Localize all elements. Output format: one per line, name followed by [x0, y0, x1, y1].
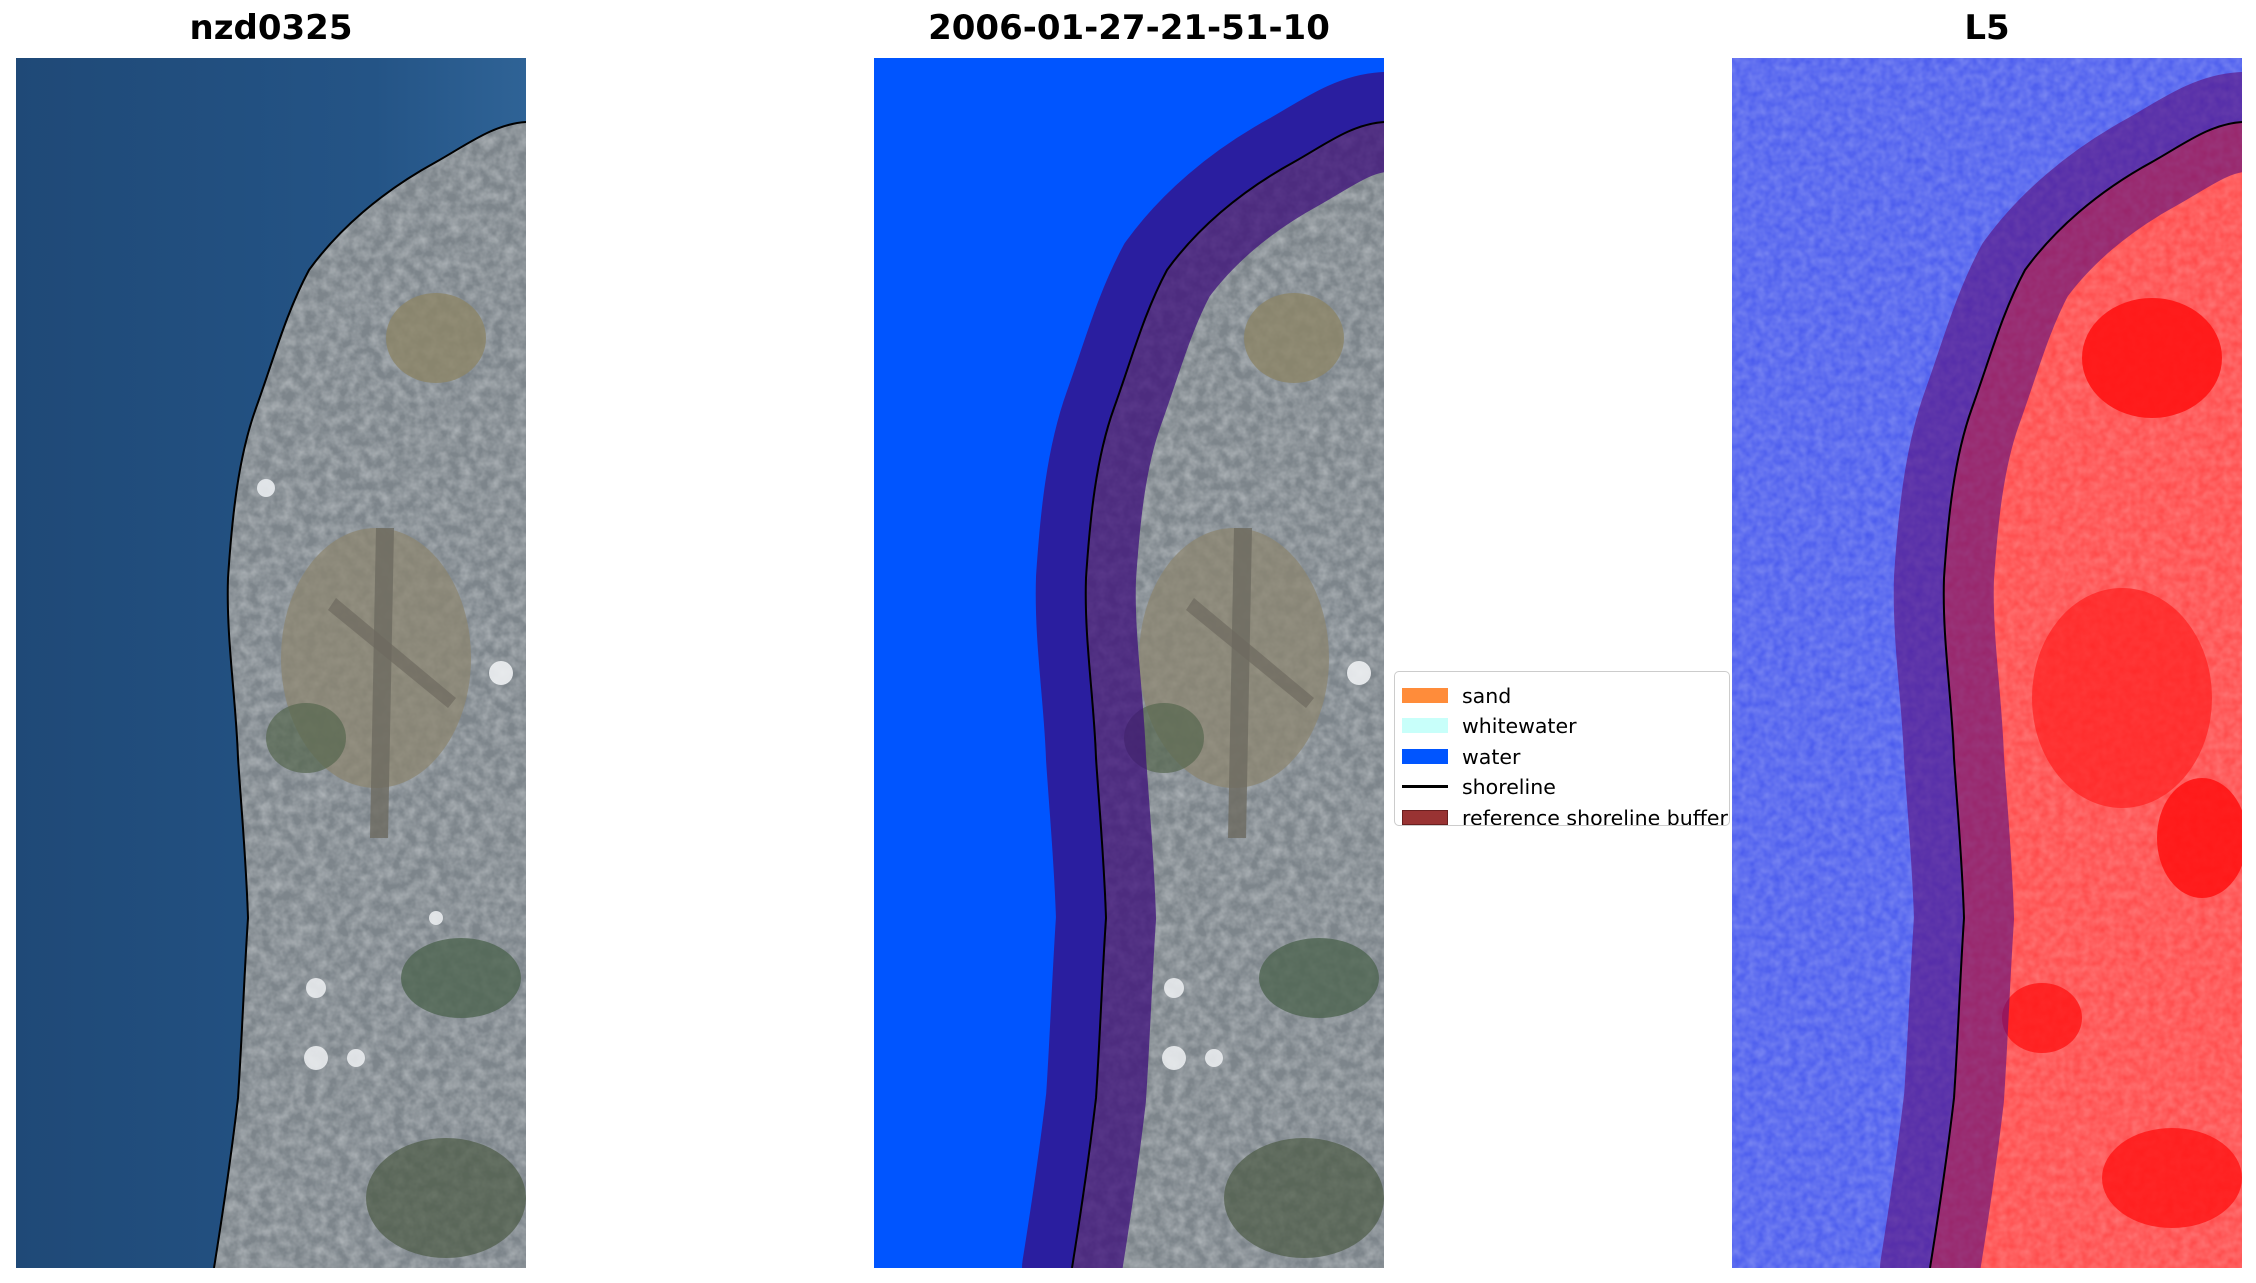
shoreline-line: [1071, 121, 1384, 1268]
legend-label: whitewater: [1462, 714, 1577, 739]
legend-label: water: [1462, 744, 1521, 769]
panel-title-classified: 2006-01-27-21-51-10: [928, 8, 1330, 48]
shoreline-line-sample: [1402, 785, 1448, 789]
legend-label: shoreline: [1462, 775, 1556, 800]
panel-title-index: L5: [1964, 8, 2010, 48]
legend-item-buffer: reference shoreline buffer: [1395, 802, 1729, 826]
shoreline-line: [213, 121, 526, 1268]
legend-label: reference shoreline buffer: [1462, 805, 1728, 826]
rgb-satellite-image: [16, 58, 526, 1268]
legend-item-water: water: [1395, 741, 1729, 771]
index-image: [1732, 58, 2242, 1268]
legend-label: sand: [1462, 684, 1512, 708]
legend-item-whitewater: whitewater: [1395, 710, 1729, 740]
whitewater-swatch: [1402, 718, 1448, 734]
legend-item-shoreline: shoreline: [1395, 771, 1729, 801]
sand-swatch: [1402, 688, 1448, 703]
legend-item-sand: sand: [1395, 680, 1729, 710]
water-swatch: [1402, 748, 1448, 764]
shoreline-line: [1929, 121, 2242, 1268]
classified-image: [874, 58, 1384, 1268]
buffer-swatch: [1402, 809, 1448, 825]
panel-title-rgb: nzd0325: [189, 8, 353, 48]
legend: sand whitewater water shoreline referenc…: [1394, 671, 1730, 826]
